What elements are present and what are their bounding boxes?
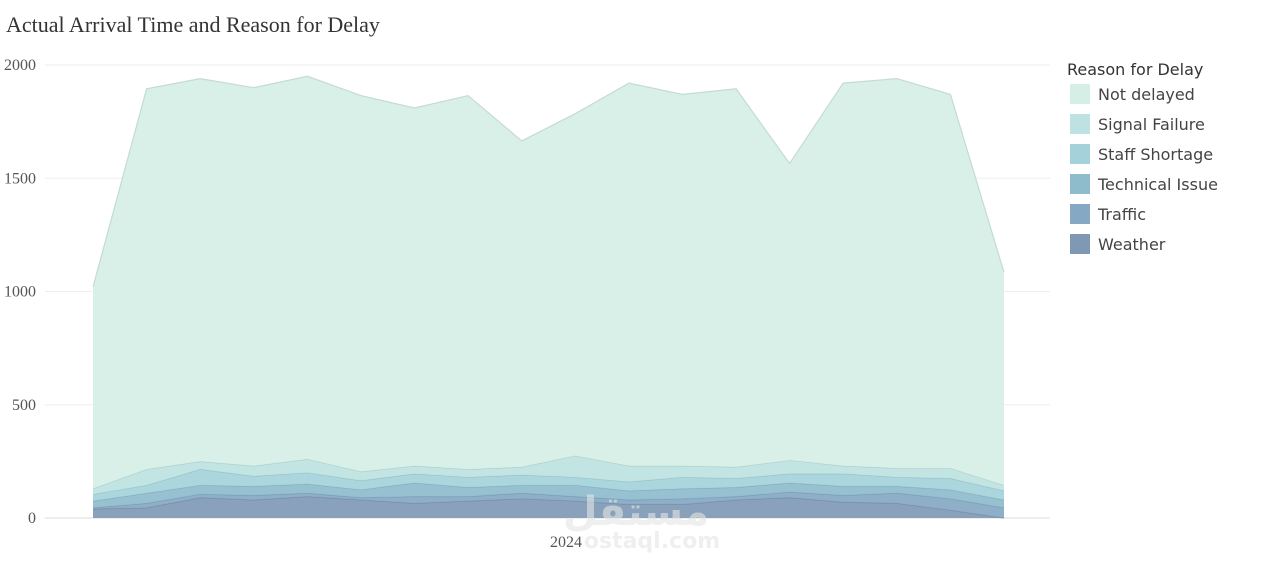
stacked-areas (92, 75, 1005, 519)
legend-label-not-delayed: Not delayed (1098, 85, 1195, 104)
watermark-url: ostaql.com (584, 529, 720, 554)
watermark: مستقل ostaql.com (563, 489, 720, 554)
legend-label-traffic: Traffic (1097, 205, 1146, 224)
legend-label-weather: Weather (1098, 235, 1166, 254)
y-tick-label: 1500 (4, 170, 36, 187)
legend-title: Reason for Delay (1067, 60, 1203, 79)
x-axis-ticks: 2024 (550, 534, 582, 551)
area-traffic (93, 492, 1004, 518)
legend-swatch-not-delayed (1070, 84, 1090, 104)
legend-swatch-traffic (1070, 204, 1090, 224)
y-axis-ticks: 0 500 1000 1500 2000 (4, 57, 36, 527)
area-signal-failure (93, 455, 1004, 495)
area-staff-shortage (93, 469, 1004, 501)
legend-swatch-technical-issue (1070, 174, 1090, 194)
y-tick-label: 0 (28, 510, 36, 527)
area-technical-issue (93, 482, 1004, 508)
chart-title: Actual Arrival Time and Reason for Delay (6, 12, 380, 37)
area-edge-not-delayed (92, 75, 1005, 288)
legend-label-staff-shortage: Staff Shortage (1098, 145, 1213, 164)
y-tick-label: 1000 (4, 284, 36, 301)
area-not-delayed (93, 76, 1004, 489)
legend-swatch-signal-failure (1070, 114, 1090, 134)
y-tick-label: 2000 (4, 57, 36, 74)
area-weather (93, 496, 1004, 518)
watermark-logo: مستقل (563, 489, 709, 535)
legend-label-technical-issue: Technical Issue (1097, 175, 1218, 194)
y-tick-label: 500 (12, 397, 36, 414)
legend-label-signal-failure: Signal Failure (1098, 115, 1205, 134)
legend: Reason for Delay Not delayed Signal Failu… (1067, 60, 1218, 254)
legend-swatch-weather (1070, 234, 1090, 254)
legend-swatch-staff-shortage (1070, 144, 1090, 164)
x-tick-label: 2024 (550, 534, 582, 551)
